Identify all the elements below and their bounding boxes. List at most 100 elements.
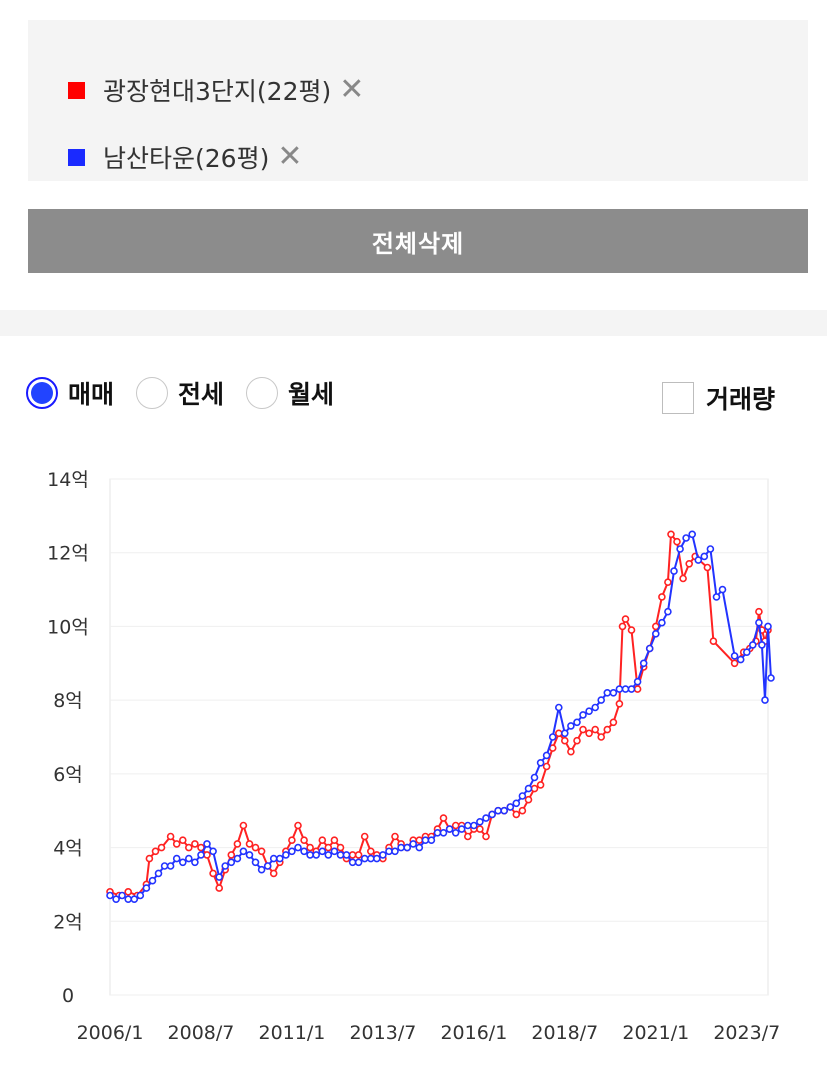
legend-label: 광장현대3단지(22평) bbox=[103, 77, 332, 106]
data-point bbox=[679, 574, 687, 583]
data-point bbox=[755, 618, 763, 627]
data-point bbox=[591, 703, 600, 712]
data-point bbox=[755, 607, 763, 616]
data-point bbox=[427, 836, 436, 845]
x-tick-label: 2008/7 bbox=[168, 1022, 235, 1044]
data-point bbox=[330, 836, 339, 845]
close-icon[interactable]: ✕ bbox=[277, 139, 303, 174]
data-point bbox=[203, 840, 211, 848]
data-point bbox=[664, 578, 672, 586]
data-point bbox=[500, 806, 509, 815]
section-divider bbox=[0, 310, 827, 336]
data-point bbox=[560, 729, 569, 738]
data-point bbox=[609, 718, 618, 727]
data-point bbox=[166, 832, 175, 841]
data-point bbox=[269, 869, 278, 878]
plot-area bbox=[109, 478, 769, 996]
data-point bbox=[542, 762, 551, 771]
data-point bbox=[379, 851, 387, 859]
data-point bbox=[585, 729, 593, 738]
data-point bbox=[451, 828, 460, 837]
data-point bbox=[597, 696, 606, 704]
y-tick-label: 12억 bbox=[47, 543, 89, 565]
data-point bbox=[758, 641, 766, 649]
data-point bbox=[179, 858, 187, 867]
data-point bbox=[585, 707, 593, 716]
data-point bbox=[227, 851, 236, 859]
data-point bbox=[269, 854, 278, 863]
legend-label: 남산타운(26평) bbox=[103, 144, 270, 173]
y-tick-label: 8억 bbox=[53, 690, 83, 712]
data-point bbox=[676, 545, 684, 553]
data-point bbox=[409, 840, 418, 848]
data-point bbox=[573, 736, 581, 745]
data-point bbox=[618, 622, 627, 631]
data-point bbox=[463, 821, 472, 830]
radio-monthly-rent[interactable]: 월세 bbox=[246, 375, 334, 411]
data-point bbox=[748, 641, 757, 649]
data-point bbox=[215, 884, 223, 892]
data-point bbox=[157, 843, 166, 852]
data-point bbox=[251, 843, 260, 852]
data-point bbox=[415, 836, 424, 845]
data-point bbox=[530, 784, 539, 793]
data-point bbox=[360, 832, 369, 841]
data-point bbox=[730, 659, 739, 668]
data-point bbox=[470, 821, 478, 830]
data-point bbox=[197, 851, 205, 859]
data-point bbox=[124, 887, 132, 896]
y-tick-label: 10억 bbox=[47, 616, 89, 638]
data-point bbox=[257, 847, 266, 856]
data-point bbox=[694, 556, 703, 564]
data-point bbox=[482, 832, 490, 841]
legend-swatch-red bbox=[68, 81, 85, 99]
data-point bbox=[294, 821, 302, 830]
data-point bbox=[239, 847, 248, 856]
data-point bbox=[664, 607, 672, 616]
data-point bbox=[354, 851, 363, 859]
data-point bbox=[621, 615, 630, 623]
data-point bbox=[136, 891, 145, 900]
data-point bbox=[709, 637, 718, 645]
data-point bbox=[185, 854, 193, 863]
radio-sale[interactable]: 매매 bbox=[26, 375, 114, 411]
data-point bbox=[233, 854, 242, 863]
data-point bbox=[567, 722, 575, 730]
data-point bbox=[560, 736, 569, 745]
data-point bbox=[306, 843, 314, 852]
data-point bbox=[451, 821, 460, 830]
data-point bbox=[633, 677, 642, 686]
data-point bbox=[764, 622, 772, 631]
data-point bbox=[154, 869, 163, 878]
data-point bbox=[476, 825, 484, 833]
data-point bbox=[227, 858, 236, 867]
close-icon[interactable]: ✕ bbox=[339, 72, 365, 107]
trade-volume-checkbox[interactable]: 거래량 bbox=[662, 380, 775, 416]
data-point bbox=[670, 567, 678, 575]
data-point bbox=[658, 593, 666, 601]
data-point bbox=[251, 858, 260, 867]
data-point bbox=[761, 696, 769, 704]
radio-selected-icon bbox=[26, 377, 58, 409]
delete-all-button[interactable]: 전체삭제 bbox=[28, 209, 808, 273]
data-point bbox=[209, 869, 217, 878]
data-point bbox=[603, 725, 612, 734]
radio-jeonse[interactable]: 전세 bbox=[136, 375, 224, 411]
data-point bbox=[142, 884, 151, 892]
data-point bbox=[203, 851, 211, 859]
data-point bbox=[257, 865, 266, 874]
data-point bbox=[354, 858, 363, 867]
data-point bbox=[330, 847, 339, 856]
data-point bbox=[391, 832, 399, 841]
data-point bbox=[318, 847, 327, 856]
data-point bbox=[233, 840, 242, 848]
y-tick-label: 14억 bbox=[47, 469, 89, 491]
x-tick-label: 2021/1 bbox=[622, 1022, 689, 1044]
data-point bbox=[603, 689, 612, 697]
data-point bbox=[288, 847, 296, 856]
data-point bbox=[703, 563, 712, 572]
data-point bbox=[306, 851, 314, 859]
data-point bbox=[348, 858, 357, 867]
data-point bbox=[403, 843, 412, 852]
data-point bbox=[639, 659, 648, 668]
